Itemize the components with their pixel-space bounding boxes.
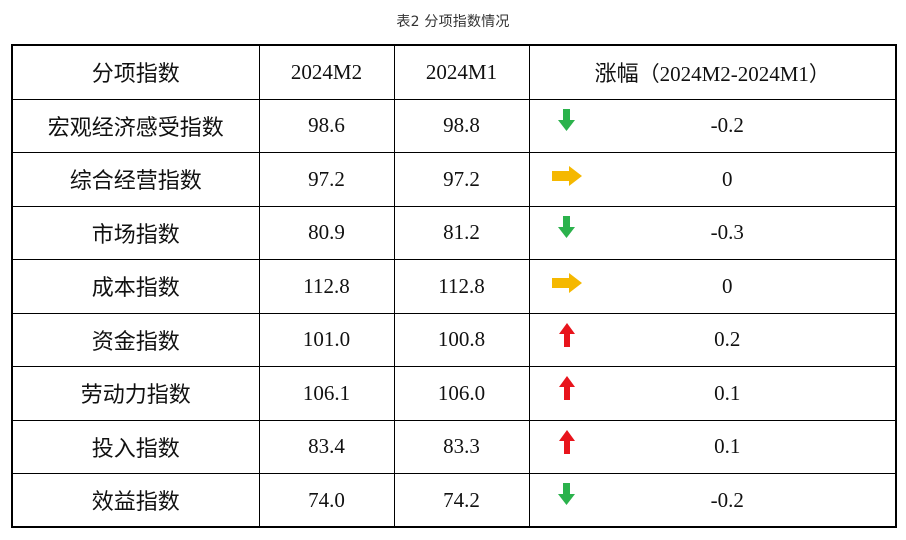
table-row: 宏观经济感受指数 98.6 98.8 -0.2 xyxy=(11,98,897,153)
row-name: 市场指数 xyxy=(91,222,180,248)
row-change-value: 0.2 xyxy=(714,327,741,352)
row-change-cell: -0.3 xyxy=(528,205,897,260)
table-row: 资金指数 101.0 100.8 0.2 xyxy=(11,312,897,367)
arrow-up-icon xyxy=(558,322,575,351)
row-name-cell: 市场指数 xyxy=(11,205,260,260)
row-change-cell: -0.2 xyxy=(528,98,897,153)
row-current-value: 83.4 xyxy=(308,434,345,459)
row-name: 宏观经济感受指数 xyxy=(47,115,224,141)
row-name-cell: 宏观经济感受指数 xyxy=(11,98,260,153)
row-current-value: 97.2 xyxy=(308,166,345,191)
sub-index-table: 分项指数 2024M2 2024M1 涨幅（2024M2-2024M1） 宏观经… xyxy=(11,44,897,528)
row-current-value: 74.0 xyxy=(308,487,345,512)
row-current-cell: 106.1 xyxy=(258,366,395,421)
row-current-cell: 98.6 xyxy=(258,98,395,153)
arrow-down-icon xyxy=(557,215,575,242)
row-change-cell: 0 xyxy=(528,152,897,207)
row-name: 劳动力指数 xyxy=(80,383,191,409)
table-row: 综合经营指数 97.2 97.2 0 xyxy=(11,152,897,207)
row-change-value: 0.1 xyxy=(714,380,741,405)
table-row: 成本指数 112.8 112.8 0 xyxy=(11,259,897,314)
header-previous: 2024M1 xyxy=(393,44,530,100)
row-previous-value: 74.2 xyxy=(443,487,480,512)
row-current-value: 101.0 xyxy=(302,327,351,352)
row-name-cell: 劳动力指数 xyxy=(11,366,260,421)
row-change-value: -0.2 xyxy=(710,113,744,138)
row-previous-cell: 83.3 xyxy=(393,419,530,474)
arrow-down-icon xyxy=(557,483,575,509)
row-change-value: 0.1 xyxy=(714,434,741,459)
row-previous-value: 106.0 xyxy=(437,380,486,405)
row-current-cell: 112.8 xyxy=(258,259,395,314)
row-change-cell: 0.1 xyxy=(528,419,897,474)
row-current-cell: 83.4 xyxy=(258,419,395,474)
row-current-value: 112.8 xyxy=(303,273,350,298)
row-name-cell: 投入指数 xyxy=(11,419,260,474)
row-previous-cell: 106.0 xyxy=(393,366,530,421)
row-change-value: -0.2 xyxy=(710,487,744,512)
header-current: 2024M2 xyxy=(258,44,395,100)
header-row: 分项指数 2024M2 2024M1 涨幅（2024M2-2024M1） xyxy=(11,44,897,100)
header-change-label: 涨幅 xyxy=(594,62,639,88)
row-change-value: 0 xyxy=(722,273,733,298)
row-name-cell: 成本指数 xyxy=(11,259,260,314)
header-change-period: （2024M2-2024M1） xyxy=(638,62,830,87)
row-current-cell: 74.0 xyxy=(258,473,395,528)
row-previous-cell: 100.8 xyxy=(393,312,530,367)
row-previous-cell: 97.2 xyxy=(393,152,530,207)
row-current-value: 106.1 xyxy=(302,380,351,405)
row-name: 综合经营指数 xyxy=(69,169,202,195)
row-current-value: 98.6 xyxy=(308,113,345,138)
table-row: 效益指数 74.0 74.2 -0.2 xyxy=(11,473,897,528)
row-current-cell: 101.0 xyxy=(258,312,395,367)
row-previous-cell: 74.2 xyxy=(393,473,530,528)
table-caption: 表2 分项指数情况 xyxy=(396,14,510,30)
header-change: 涨幅（2024M2-2024M1） xyxy=(528,44,897,100)
row-previous-value: 100.8 xyxy=(437,327,486,352)
row-change-cell: -0.2 xyxy=(528,473,897,528)
row-name: 成本指数 xyxy=(91,276,180,302)
table-row: 投入指数 83.4 83.3 0.1 xyxy=(11,419,897,474)
row-previous-cell: 98.8 xyxy=(393,98,530,153)
row-previous-value: 112.8 xyxy=(438,273,485,298)
row-previous-cell: 112.8 xyxy=(393,259,530,314)
row-change-cell: 0.2 xyxy=(528,312,897,367)
row-previous-cell: 81.2 xyxy=(393,205,530,260)
row-name: 效益指数 xyxy=(91,490,180,515)
row-name-cell: 综合经营指数 xyxy=(11,152,260,207)
row-name: 资金指数 xyxy=(91,329,180,355)
row-current-cell: 80.9 xyxy=(258,205,395,260)
arrow-up-icon xyxy=(558,429,575,458)
row-previous-value: 98.8 xyxy=(443,113,480,138)
row-name: 投入指数 xyxy=(91,436,180,462)
row-previous-value: 97.2 xyxy=(443,166,480,191)
row-previous-value: 83.3 xyxy=(443,434,480,459)
row-change-value: 0 xyxy=(722,166,733,191)
arrow-right-icon xyxy=(551,273,582,297)
row-current-value: 80.9 xyxy=(308,220,345,245)
table-row: 劳动力指数 106.1 106.0 0.1 xyxy=(11,366,897,421)
row-name-cell: 资金指数 xyxy=(11,312,260,367)
row-change-cell: 0 xyxy=(528,259,897,314)
arrow-down-icon xyxy=(557,108,575,135)
table-row: 市场指数 80.9 81.2 -0.3 xyxy=(11,205,897,260)
row-previous-value: 81.2 xyxy=(443,220,480,245)
row-change-cell: 0.1 xyxy=(528,366,897,421)
row-name-cell: 效益指数 xyxy=(11,473,260,528)
arrow-up-icon xyxy=(558,376,575,404)
row-current-cell: 97.2 xyxy=(258,152,395,207)
arrow-right-icon xyxy=(551,166,582,190)
header-name: 分项指数 xyxy=(11,44,260,100)
row-change-value: -0.3 xyxy=(710,220,744,245)
